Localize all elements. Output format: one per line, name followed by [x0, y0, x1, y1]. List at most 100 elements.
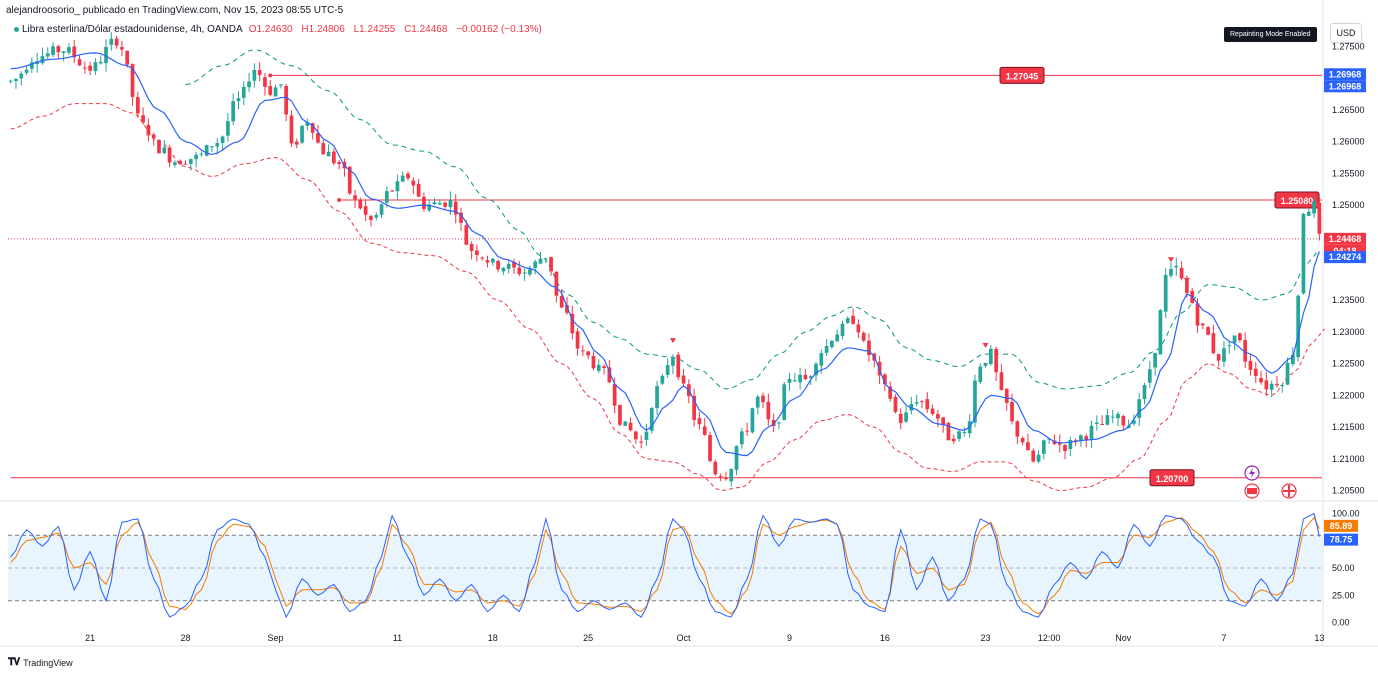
price-axis-label: 1.21500 — [1332, 422, 1365, 432]
candle-body — [67, 47, 71, 53]
ohlc-high: H1.24806 — [301, 24, 345, 35]
candle-body — [167, 147, 172, 163]
candle-body — [475, 250, 479, 256]
sell-signal-marker — [1167, 257, 1174, 263]
candle-body — [761, 395, 765, 403]
candle-body — [61, 51, 66, 54]
candle-body — [713, 461, 718, 475]
candle-body — [1174, 265, 1179, 268]
candle-body — [861, 332, 866, 341]
candle-body — [437, 203, 442, 205]
candle-body — [135, 97, 140, 114]
candle-body — [1253, 368, 1258, 377]
candle-body — [1206, 327, 1210, 335]
candle-body — [1147, 369, 1152, 383]
candle-body — [220, 136, 225, 143]
candle-body — [835, 334, 840, 342]
candle-body — [867, 340, 871, 356]
price-tag-text: 1.26968 — [1329, 81, 1362, 91]
candle-body — [798, 374, 802, 383]
currency-button[interactable]: USD — [1330, 23, 1362, 43]
candle-body — [1222, 348, 1226, 362]
candle-body — [400, 175, 405, 182]
candle-body — [941, 417, 946, 426]
candle-body — [305, 122, 310, 126]
market-status-icon — [14, 26, 19, 32]
candle-body — [973, 380, 977, 423]
candle-body — [883, 374, 887, 385]
candle-body — [655, 386, 659, 409]
stoch-tag-box — [1324, 533, 1358, 546]
candle-body — [581, 350, 585, 352]
candle-body — [660, 375, 665, 384]
stoch-axis-label: 0.00 — [1332, 618, 1350, 628]
candle-body — [1132, 420, 1136, 424]
candle-body — [554, 271, 559, 296]
candle-body — [443, 202, 447, 207]
candle-body — [766, 401, 771, 420]
candle-body — [141, 115, 145, 123]
candle-body — [936, 414, 940, 419]
candle-body — [1110, 416, 1115, 418]
candle-body — [978, 366, 983, 382]
candle-body — [1296, 295, 1301, 358]
candle-body — [1089, 425, 1094, 440]
candle-body — [724, 477, 728, 480]
candle-body — [1084, 436, 1089, 440]
candle-body — [215, 143, 220, 147]
candle-body — [231, 101, 236, 122]
candle-body — [814, 363, 818, 376]
candle-body — [957, 431, 961, 439]
candle-body — [268, 86, 273, 95]
candle-body — [951, 438, 956, 442]
stoch-axis-label: 50.00 — [1332, 563, 1355, 573]
symbol-name[interactable]: Libra esterlina/Dólar estadounidense, 4h… — [22, 24, 243, 35]
candle-body — [930, 408, 935, 415]
level-label-box — [1149, 469, 1195, 487]
symbol-legend: Libra esterlina/Dólar estadounidense, 4h… — [14, 24, 542, 35]
repainting-badge: Repainting Mode Enabled — [1224, 27, 1317, 42]
time-axis-label: Nov — [1115, 633, 1132, 643]
time-axis-label: 11 — [393, 633, 402, 643]
candle-body — [1153, 353, 1157, 368]
candle-body — [824, 346, 829, 353]
candle-body — [120, 47, 124, 50]
price-axis-label: 1.20500 — [1332, 485, 1365, 495]
candle-body — [1031, 450, 1036, 462]
candle-body — [888, 386, 893, 399]
candle-body — [671, 356, 675, 366]
candle-body — [803, 374, 808, 380]
candle-body — [994, 348, 999, 373]
candle-body — [1185, 280, 1189, 293]
price-axis-label: 1.25500 — [1332, 168, 1365, 178]
price-axis-label: 1.22500 — [1332, 359, 1365, 369]
level-label-3: 1.20700 — [1149, 469, 1195, 487]
stoch-tag-text: 85.89 — [1330, 521, 1353, 531]
candle-body — [1068, 440, 1073, 450]
candle-body — [904, 412, 908, 422]
candle-body — [1195, 303, 1200, 326]
candle-body — [273, 87, 278, 97]
candle-body — [845, 318, 850, 323]
candle-body — [77, 59, 82, 66]
candle-body — [517, 267, 522, 274]
candle-body — [51, 46, 55, 55]
lightning-glyph-icon — [1249, 468, 1255, 478]
candle-body — [522, 272, 527, 274]
candle-body — [570, 313, 575, 334]
candle-body — [109, 38, 114, 45]
candle-body — [681, 375, 686, 384]
time-axis-label: 21 — [85, 633, 95, 643]
candle-body — [898, 413, 903, 424]
candle-body — [739, 431, 744, 445]
candle-body — [98, 61, 103, 64]
tradingview-brand[interactable]: 𝐓𝐕 TradingView — [8, 657, 73, 668]
candle-body — [199, 153, 204, 155]
candle-body — [819, 353, 824, 366]
candle-body — [1179, 267, 1184, 279]
price-axis-label: 1.26500 — [1332, 105, 1365, 115]
candle-body — [543, 258, 548, 260]
candle-body — [925, 399, 930, 410]
candle-body — [893, 396, 898, 413]
